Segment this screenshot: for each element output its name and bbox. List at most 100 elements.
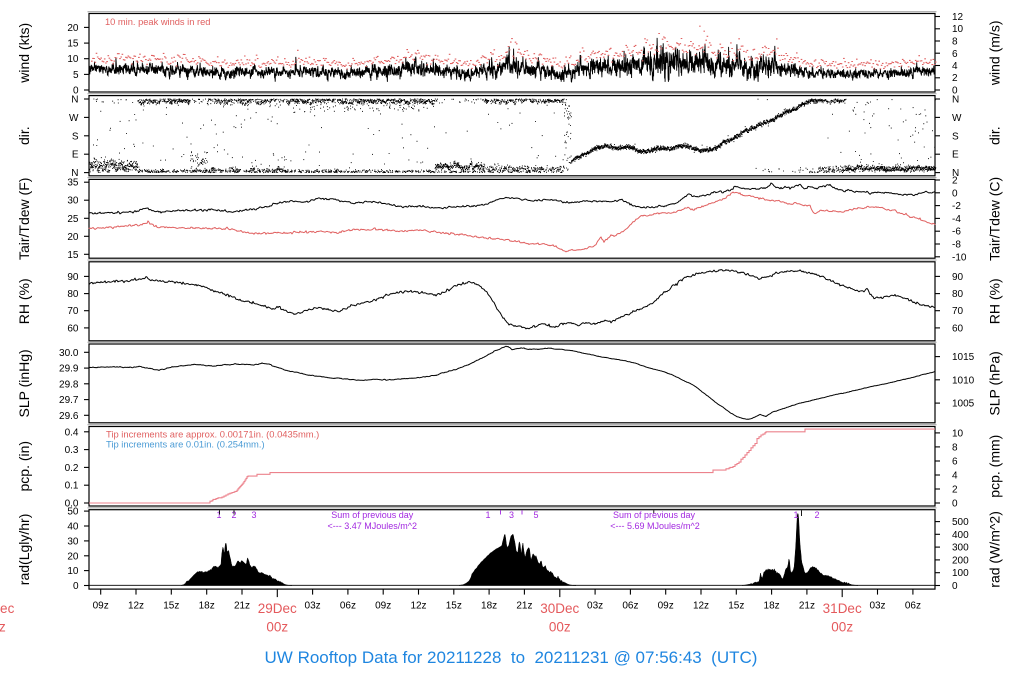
- svg-text:2: 2: [814, 510, 819, 520]
- svg-text:30.0: 30.0: [59, 348, 79, 359]
- svg-text:Tip increments are 0.01in. (0.: Tip increments are 0.01in. (0.254mm.): [106, 439, 265, 450]
- svg-text:1010: 1010: [952, 375, 975, 386]
- svg-text:12z: 12z: [410, 601, 426, 612]
- svg-text:21z: 21z: [516, 601, 532, 612]
- svg-text:0.1: 0.1: [65, 481, 79, 492]
- svg-text:8: 8: [952, 37, 958, 48]
- svg-text:W: W: [69, 113, 79, 124]
- svg-text:1: 1: [793, 510, 798, 520]
- svg-text:80: 80: [952, 289, 964, 300]
- svg-text:400: 400: [952, 530, 969, 541]
- svg-text:15z: 15z: [446, 601, 462, 612]
- svg-text:18z: 18z: [481, 601, 497, 612]
- svg-text:12z: 12z: [693, 601, 709, 612]
- svg-text:Tip increments are approx. 0.0: Tip increments are approx. 0.00171in. (0…: [106, 429, 319, 440]
- svg-text:20: 20: [67, 551, 79, 562]
- svg-text:90: 90: [67, 272, 79, 283]
- svg-text:rad (W/m^2): rad (W/m^2): [987, 511, 1003, 588]
- svg-text:pcp. (in): pcp. (in): [16, 441, 32, 492]
- svg-text:30Dec: 30Dec: [540, 601, 579, 616]
- svg-text:29.7: 29.7: [59, 395, 79, 406]
- svg-text:1: 1: [485, 510, 490, 520]
- svg-text:SLP (inHg): SLP (inHg): [16, 349, 32, 417]
- svg-text:2: 2: [952, 73, 958, 84]
- svg-text:2: 2: [952, 485, 958, 496]
- svg-text:4: 4: [952, 471, 958, 482]
- svg-text:0: 0: [952, 581, 958, 592]
- svg-text:Sum of previous day: Sum of previous day: [613, 510, 696, 520]
- svg-text:50: 50: [67, 507, 79, 518]
- svg-text:3: 3: [251, 510, 256, 520]
- svg-text:15: 15: [67, 250, 79, 261]
- svg-text:10: 10: [952, 24, 964, 35]
- svg-text:1005: 1005: [952, 399, 975, 410]
- svg-text:60: 60: [67, 323, 79, 334]
- svg-text:90: 90: [952, 272, 964, 283]
- svg-text:-10: -10: [952, 252, 967, 263]
- svg-text:Sum of previous day: Sum of previous day: [331, 510, 414, 520]
- svg-text:15: 15: [67, 39, 79, 50]
- svg-text:29Dec: 29Dec: [258, 601, 297, 616]
- svg-text:-6: -6: [952, 227, 961, 238]
- svg-text:2: 2: [231, 510, 236, 520]
- svg-text:<--- 3.47 MJoules/m^2: <--- 3.47 MJoules/m^2: [328, 521, 418, 531]
- svg-text:0: 0: [952, 188, 958, 199]
- svg-text:35: 35: [67, 178, 79, 189]
- svg-text:5: 5: [533, 510, 538, 520]
- svg-text:00z: 00z: [549, 620, 571, 635]
- svg-text:0.4: 0.4: [65, 427, 79, 438]
- svg-text:1015: 1015: [952, 352, 975, 363]
- svg-text:2: 2: [952, 176, 958, 187]
- svg-text:S: S: [952, 131, 959, 142]
- svg-text:00z: 00z: [831, 620, 853, 635]
- svg-text:SLP (hPa): SLP (hPa): [987, 351, 1003, 415]
- svg-text:RH (%): RH (%): [16, 278, 32, 324]
- svg-text:03z: 03z: [305, 601, 321, 612]
- svg-text:Tair/Tdew (F): Tair/Tdew (F): [16, 178, 32, 260]
- svg-text:29.9: 29.9: [59, 364, 79, 375]
- svg-text:4: 4: [952, 61, 958, 72]
- svg-text:rad(Lgly/hr): rad(Lgly/hr): [16, 514, 32, 586]
- svg-text:<--- 5.69 MJoules/m^2: <--- 5.69 MJoules/m^2: [610, 521, 700, 531]
- svg-text:dir.: dir.: [987, 126, 1003, 145]
- svg-text:0.2: 0.2: [65, 463, 79, 474]
- svg-text:RH (%): RH (%): [987, 278, 1003, 324]
- svg-text:wind (m/s): wind (m/s): [987, 21, 1003, 87]
- svg-text:20: 20: [67, 232, 79, 243]
- svg-text:70: 70: [67, 306, 79, 317]
- svg-text:06z: 06z: [622, 601, 638, 612]
- svg-text:09z: 09z: [93, 601, 109, 612]
- svg-text:1: 1: [216, 510, 221, 520]
- svg-text:6: 6: [952, 457, 958, 468]
- svg-text:0: 0: [73, 86, 79, 97]
- svg-text:wind (kts): wind (kts): [16, 23, 32, 84]
- svg-text:00z: 00z: [0, 620, 6, 635]
- svg-text:0.3: 0.3: [65, 445, 79, 456]
- svg-text:00z: 00z: [266, 620, 288, 635]
- svg-text:40: 40: [67, 522, 79, 533]
- svg-text:20: 20: [67, 23, 79, 34]
- svg-text:06z: 06z: [340, 601, 356, 612]
- svg-text:pcp. (mm): pcp. (mm): [987, 435, 1003, 498]
- svg-text:21z: 21z: [234, 601, 250, 612]
- svg-text:09z: 09z: [375, 601, 391, 612]
- svg-text:29.6: 29.6: [59, 411, 79, 422]
- svg-text:0: 0: [73, 581, 79, 592]
- svg-text:200: 200: [952, 555, 969, 566]
- svg-text:0: 0: [952, 499, 958, 510]
- svg-text:10: 10: [67, 54, 79, 65]
- svg-text:15z: 15z: [163, 601, 179, 612]
- svg-text:E: E: [72, 150, 79, 161]
- svg-text:03z: 03z: [587, 601, 603, 612]
- svg-text:-2: -2: [952, 201, 961, 212]
- svg-text:80: 80: [67, 289, 79, 300]
- svg-text:30: 30: [67, 196, 79, 207]
- svg-text:09z: 09z: [658, 601, 674, 612]
- svg-text:S: S: [72, 131, 79, 142]
- svg-text:31Dec: 31Dec: [823, 601, 862, 616]
- svg-text:N: N: [952, 95, 959, 106]
- svg-text:8: 8: [952, 442, 958, 453]
- svg-text:60: 60: [952, 323, 964, 334]
- svg-text:10: 10: [952, 428, 964, 439]
- svg-text:N: N: [71, 168, 78, 179]
